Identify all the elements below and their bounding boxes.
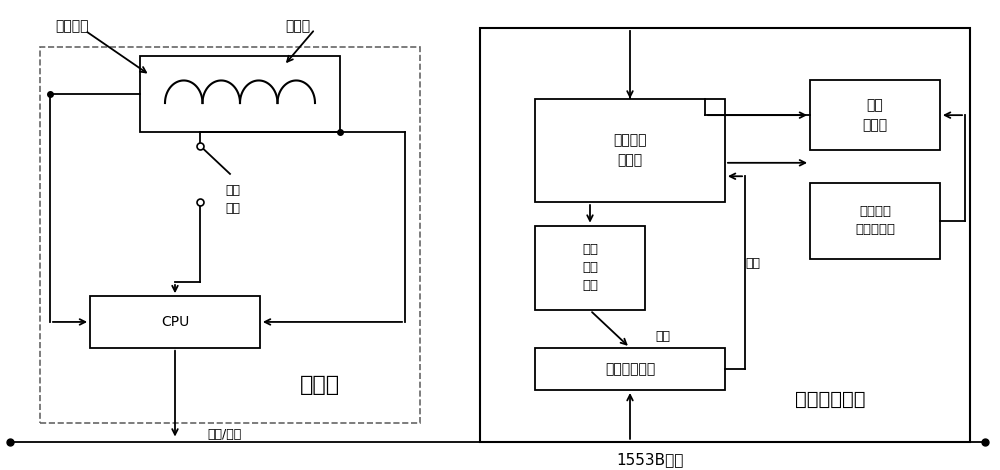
Text: 遥测: 遥测 bbox=[745, 257, 760, 270]
Text: 遥测数据
处理计算机: 遥测数据 处理计算机 bbox=[855, 205, 895, 236]
Text: 加热器: 加热器 bbox=[285, 19, 310, 33]
Text: 地面测试系统: 地面测试系统 bbox=[795, 390, 865, 409]
Bar bbox=[480, 28, 970, 442]
Text: CPU: CPU bbox=[161, 315, 189, 329]
Text: 热敏电阻: 热敏电阻 bbox=[55, 19, 88, 33]
Text: 遥控
处理
单元: 遥控 处理 单元 bbox=[582, 243, 598, 292]
Text: 遥控遥测
应答机: 遥控遥测 应答机 bbox=[613, 133, 647, 167]
Bar bbox=[40, 47, 420, 423]
Text: 温控
计算机: 温控 计算机 bbox=[862, 98, 888, 132]
Bar bbox=[535, 99, 725, 202]
Bar bbox=[810, 183, 940, 258]
Text: 1553B总线: 1553B总线 bbox=[616, 452, 684, 467]
Bar bbox=[90, 296, 260, 348]
Bar bbox=[140, 56, 340, 132]
Text: 指令: 指令 bbox=[655, 329, 670, 343]
Text: 指令
开关: 指令 开关 bbox=[225, 184, 240, 215]
Bar bbox=[810, 80, 940, 150]
Text: 指令/遥测: 指令/遥测 bbox=[208, 428, 242, 441]
Bar bbox=[535, 226, 645, 310]
Text: 中央处理单元: 中央处理单元 bbox=[605, 362, 655, 376]
Bar bbox=[535, 348, 725, 390]
Text: 控温仪: 控温仪 bbox=[300, 376, 340, 395]
